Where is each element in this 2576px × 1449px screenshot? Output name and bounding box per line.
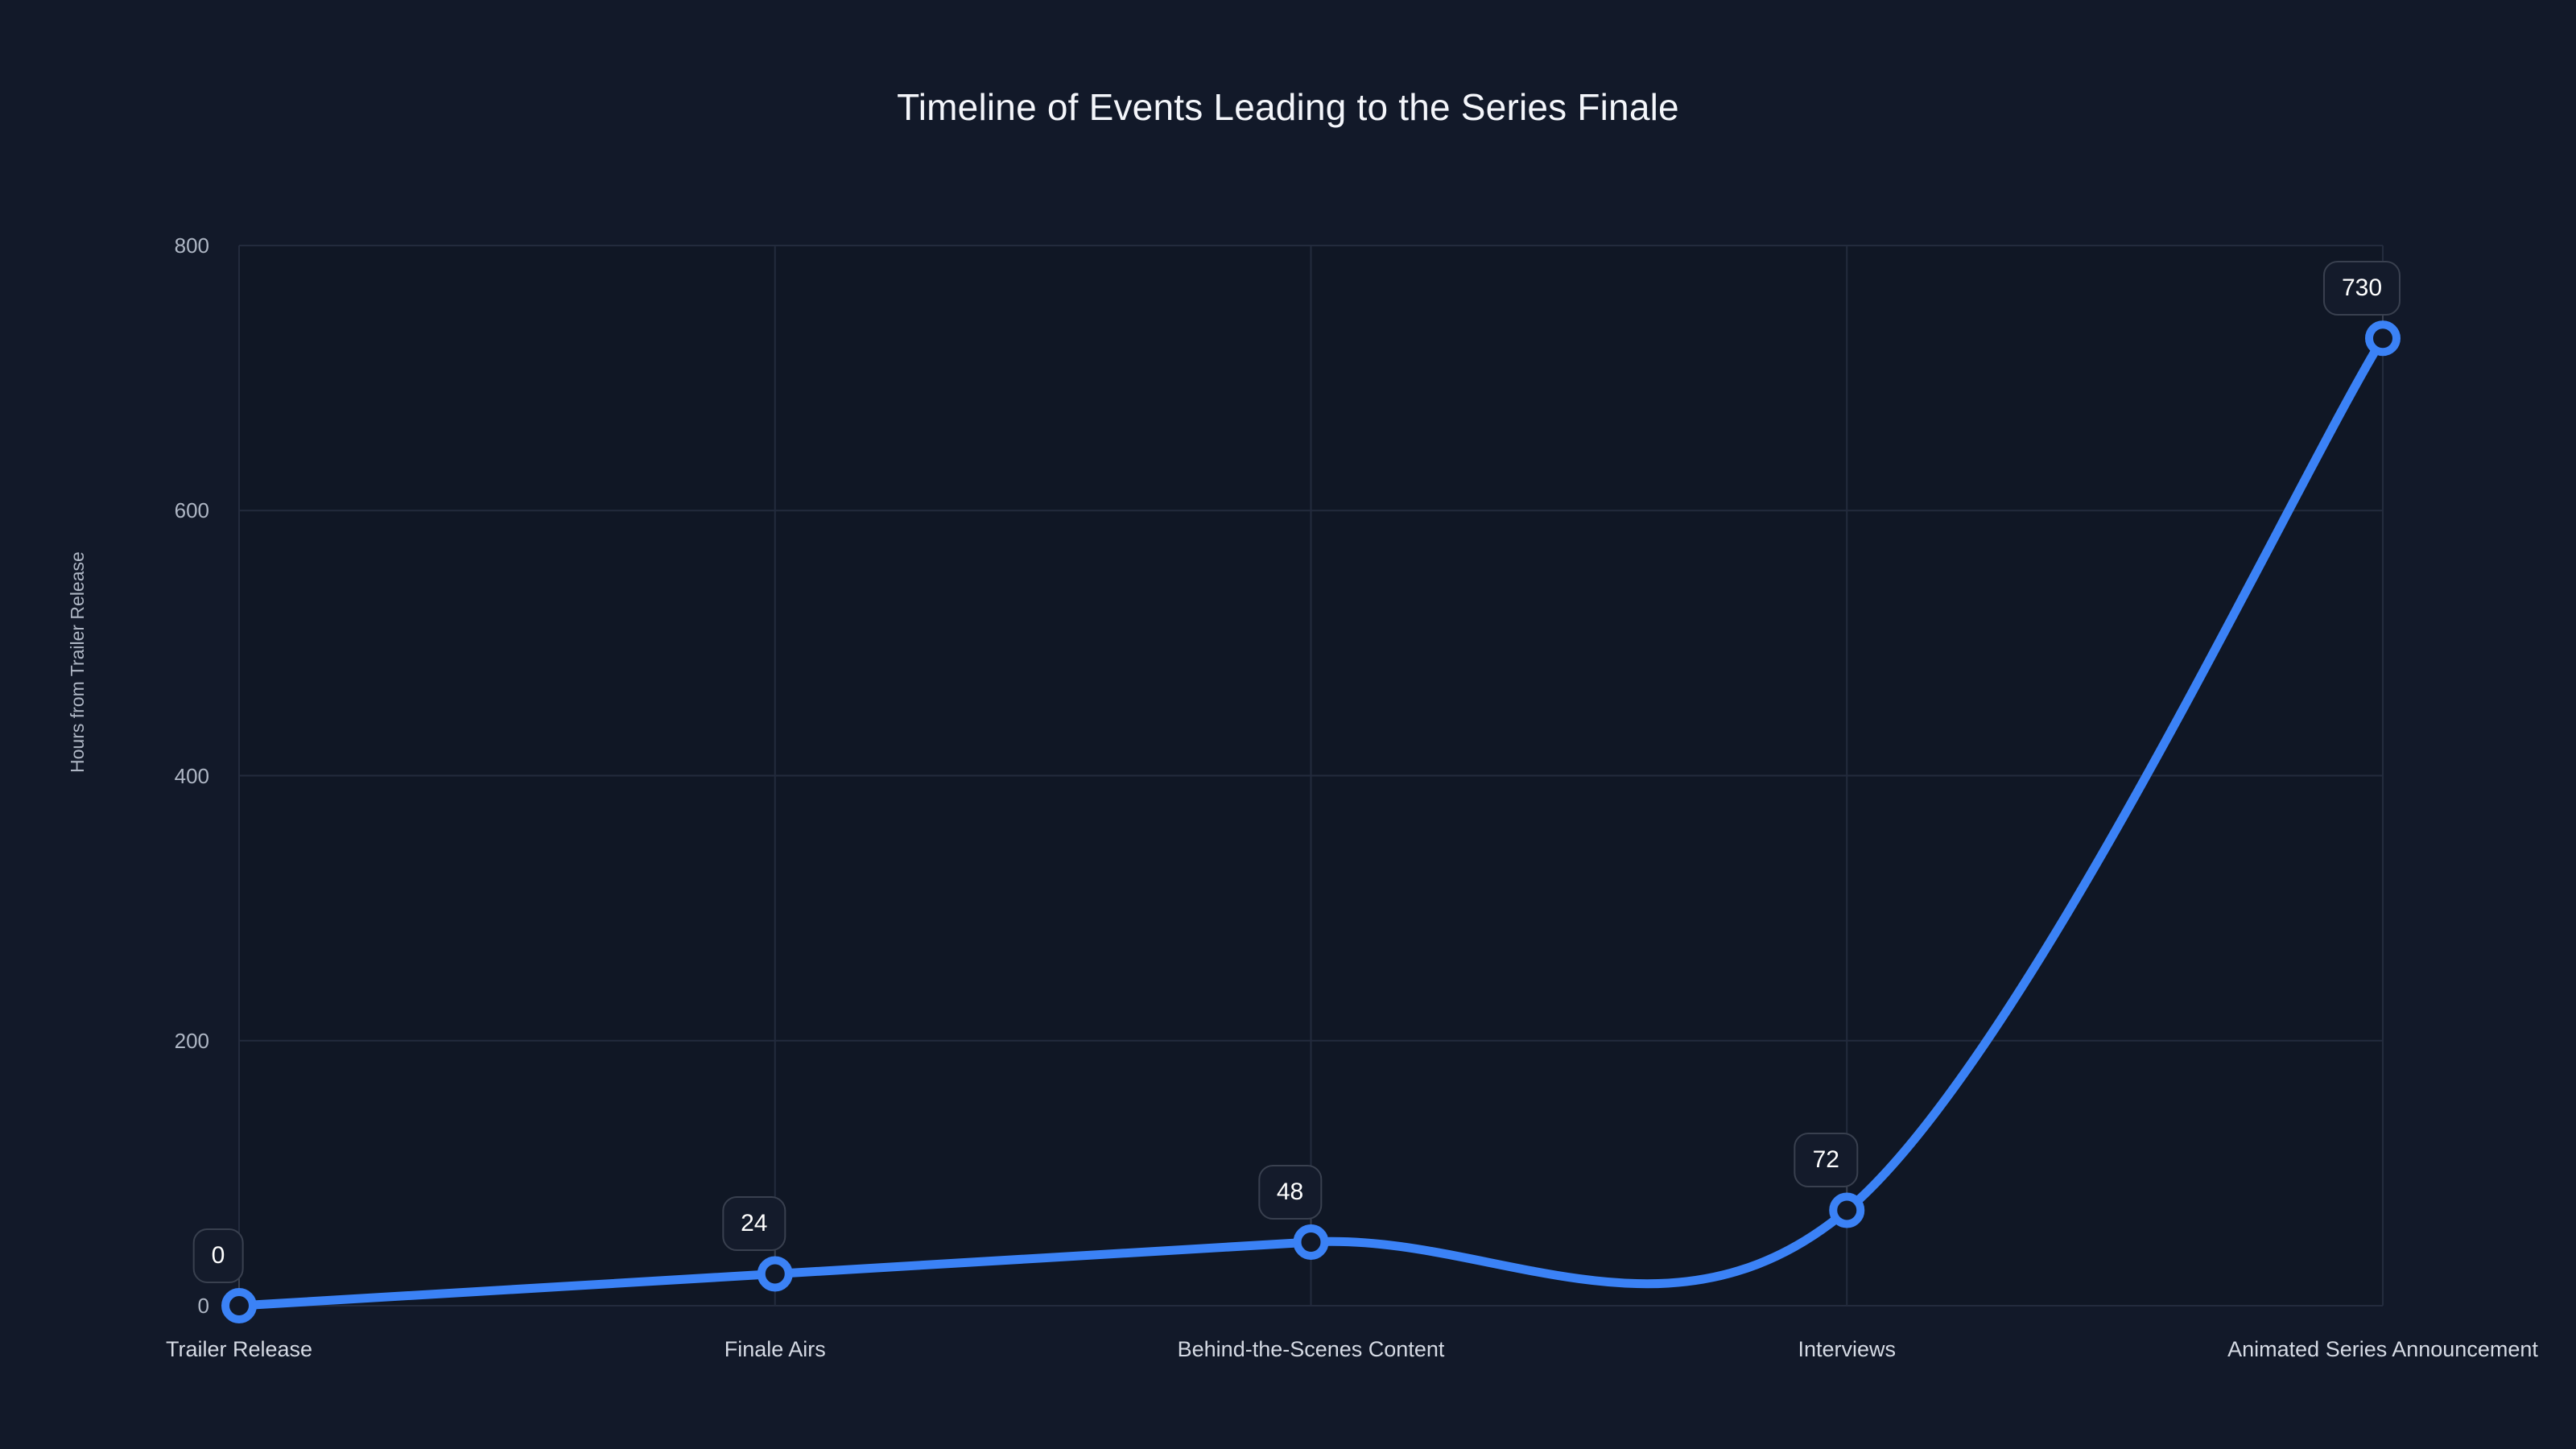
x-axis-tick-label: Trailer Release [165,1337,313,1361]
series-markers [221,320,2401,1323]
data-point-label: 24 [722,1196,786,1252]
data-point-marker[interactable] [757,1256,793,1292]
data-point-marker[interactable] [1829,1192,1865,1228]
data-point-label: 72 [1794,1133,1858,1188]
x-axis-tick-label: Interviews [1798,1337,1897,1361]
data-point-label: 0 [192,1228,244,1283]
data-point-marker[interactable] [221,1288,257,1323]
x-axis-tick-label: Animated Series Announcement [2227,1337,2538,1361]
x-axis-tick-label: Finale Airs [724,1337,826,1361]
y-axis-tick-label: 0 [197,1294,209,1318]
data-point-label: 730 [2322,261,2401,316]
data-point-marker[interactable] [2365,320,2401,357]
y-axis-tick-label: 400 [174,763,209,788]
series-line [234,333,2388,1311]
data-point-marker[interactable] [1293,1224,1329,1260]
y-axis-tick-label: 800 [174,233,209,258]
y-axis-tick-label: 600 [174,498,209,523]
data-point-label: 48 [1257,1164,1323,1220]
chart-title: Timeline of Events Leading to the Series… [897,86,1679,128]
y-axis-tick-label: 200 [174,1028,209,1053]
vertical-gridlines [238,246,2384,1306]
x-axis-tick-label: Behind-the-Scenes Content [1177,1337,1445,1361]
